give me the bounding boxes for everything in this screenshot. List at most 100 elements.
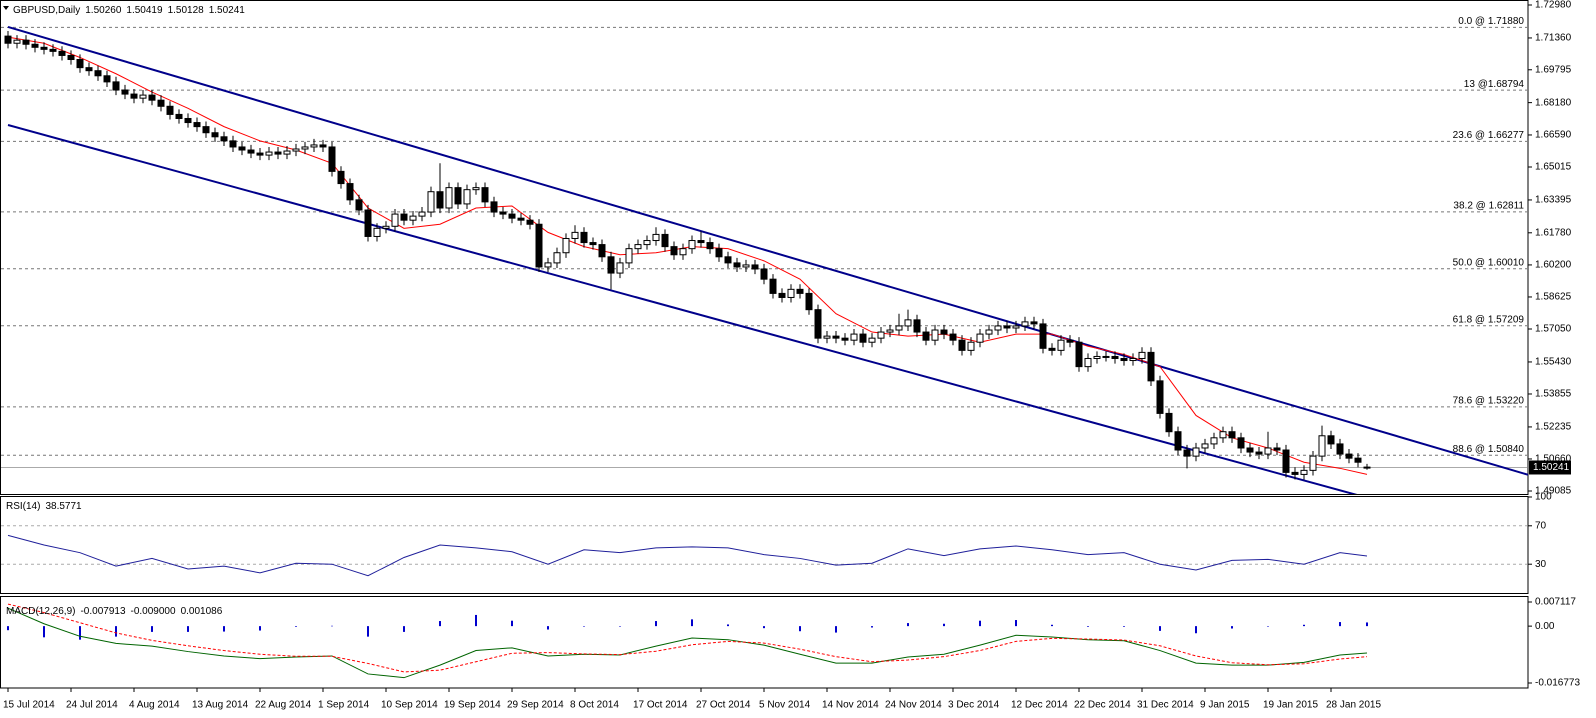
candle-body (1345, 453, 1353, 459)
candle-body (1228, 431, 1236, 439)
candle-body (175, 113, 183, 119)
candle-body (688, 240, 696, 250)
candle-body (436, 191, 444, 209)
candle-body (805, 292, 813, 311)
x-tick-label: 8 Oct 2014 (570, 700, 619, 711)
candle-body (1102, 355, 1110, 358)
histogram-bar (151, 626, 153, 632)
candle-body (868, 337, 876, 343)
histogram-bar (763, 626, 765, 629)
header-value: 1.50419 (126, 5, 163, 16)
candle-body (112, 81, 120, 91)
candle-body (202, 126, 210, 134)
histogram-bar (511, 620, 513, 627)
candle-body (265, 151, 273, 156)
header-value: 38.5771 (45, 501, 82, 512)
header-value: 1.50260 (85, 5, 122, 16)
candle-body (1201, 443, 1209, 449)
histogram-bar (43, 626, 45, 638)
y-tick-label: 1.61780 (1535, 227, 1572, 238)
y-tick-label: 1.72980 (1535, 0, 1572, 11)
histogram-bar (1051, 624, 1053, 627)
candle-body (166, 105, 174, 115)
candle-body (193, 122, 201, 128)
candle-body (553, 252, 561, 264)
candle-body (778, 292, 786, 298)
candle-body (355, 199, 363, 211)
x-tick-label: 24 Jul 2014 (66, 700, 118, 711)
candle-body (598, 244, 606, 258)
histogram-bar (1339, 622, 1341, 627)
x-tick-label: 29 Sep 2014 (507, 700, 564, 711)
candle-body (850, 333, 858, 341)
level-label: 23.6 @ 1.66277 (1453, 130, 1525, 141)
candle-body (454, 187, 462, 205)
histogram-bar (1303, 624, 1305, 627)
x-tick-label: 27 Oct 2014 (696, 700, 751, 711)
candle-body (49, 48, 57, 52)
histogram-bar (259, 626, 261, 631)
histogram-bar (1087, 626, 1089, 627)
candle-body (634, 244, 642, 250)
candle-body (751, 264, 759, 270)
candle-body (724, 256, 732, 264)
histogram-bar (1123, 626, 1125, 627)
candle-body (661, 233, 669, 248)
menu-arrow[interactable] (3, 6, 9, 10)
candle-body (616, 262, 624, 274)
candle-body (1336, 443, 1344, 455)
candle-body (877, 331, 885, 339)
candle-body (904, 319, 912, 327)
candle-body (697, 240, 705, 244)
rsi-panel (0, 496, 1529, 594)
candle-body (796, 288, 804, 294)
candle-body (472, 187, 480, 191)
header-value: 1.50241 (209, 5, 246, 16)
histogram-bar (691, 619, 693, 627)
header-value: -0.007913 (80, 606, 125, 617)
candle-body (31, 43, 39, 48)
indicator-line (7, 534, 1368, 577)
histogram-bar (367, 626, 369, 637)
candle-body (1354, 457, 1362, 463)
candle-body (4, 35, 12, 44)
panel-title: GBPUSD,Daily (13, 5, 80, 16)
candle-body (1138, 351, 1146, 359)
x-tick-label: 1 Sep 2014 (318, 700, 370, 711)
level-label: 38.2 @ 1.62811 (1453, 200, 1524, 211)
candle-body (1210, 437, 1218, 445)
level-label: 61.8 @ 1.57209 (1453, 314, 1525, 325)
candle-body (571, 231, 579, 239)
candle-body (715, 248, 723, 258)
candle-body (1084, 357, 1092, 368)
candle-body (328, 146, 336, 172)
candle-body (364, 209, 372, 237)
candle-body (886, 329, 894, 333)
candle-body (1363, 466, 1371, 469)
y-tick-label: 1.58625 (1535, 292, 1572, 303)
candle-body (1120, 357, 1128, 362)
x-tick-label: 10 Sep 2014 (381, 700, 438, 711)
candle-body (1291, 471, 1299, 475)
candle-body (544, 262, 552, 268)
candle-body (1057, 339, 1065, 351)
histogram-bar (7, 626, 9, 631)
candle-body (40, 46, 48, 50)
candle-body (1309, 455, 1317, 471)
candle-body (346, 183, 354, 201)
candle-body (1255, 451, 1263, 455)
candle-body (1219, 431, 1227, 439)
candle-body (58, 50, 66, 56)
x-tick-label: 15 Jul 2014 (3, 700, 55, 711)
y-tick-label: 1.66590 (1535, 130, 1572, 141)
candle-body (463, 189, 471, 205)
candle-body (607, 256, 615, 274)
candle-body (1327, 435, 1335, 445)
level-label: 50.0 @ 1.60010 (1453, 257, 1525, 268)
candle-body (580, 231, 588, 244)
y-tick-label: 1.53855 (1535, 389, 1572, 400)
candle-body (301, 146, 309, 150)
y-tick-label: 1.71360 (1535, 33, 1572, 44)
x-tick-label: 5 Nov 2014 (759, 700, 811, 711)
